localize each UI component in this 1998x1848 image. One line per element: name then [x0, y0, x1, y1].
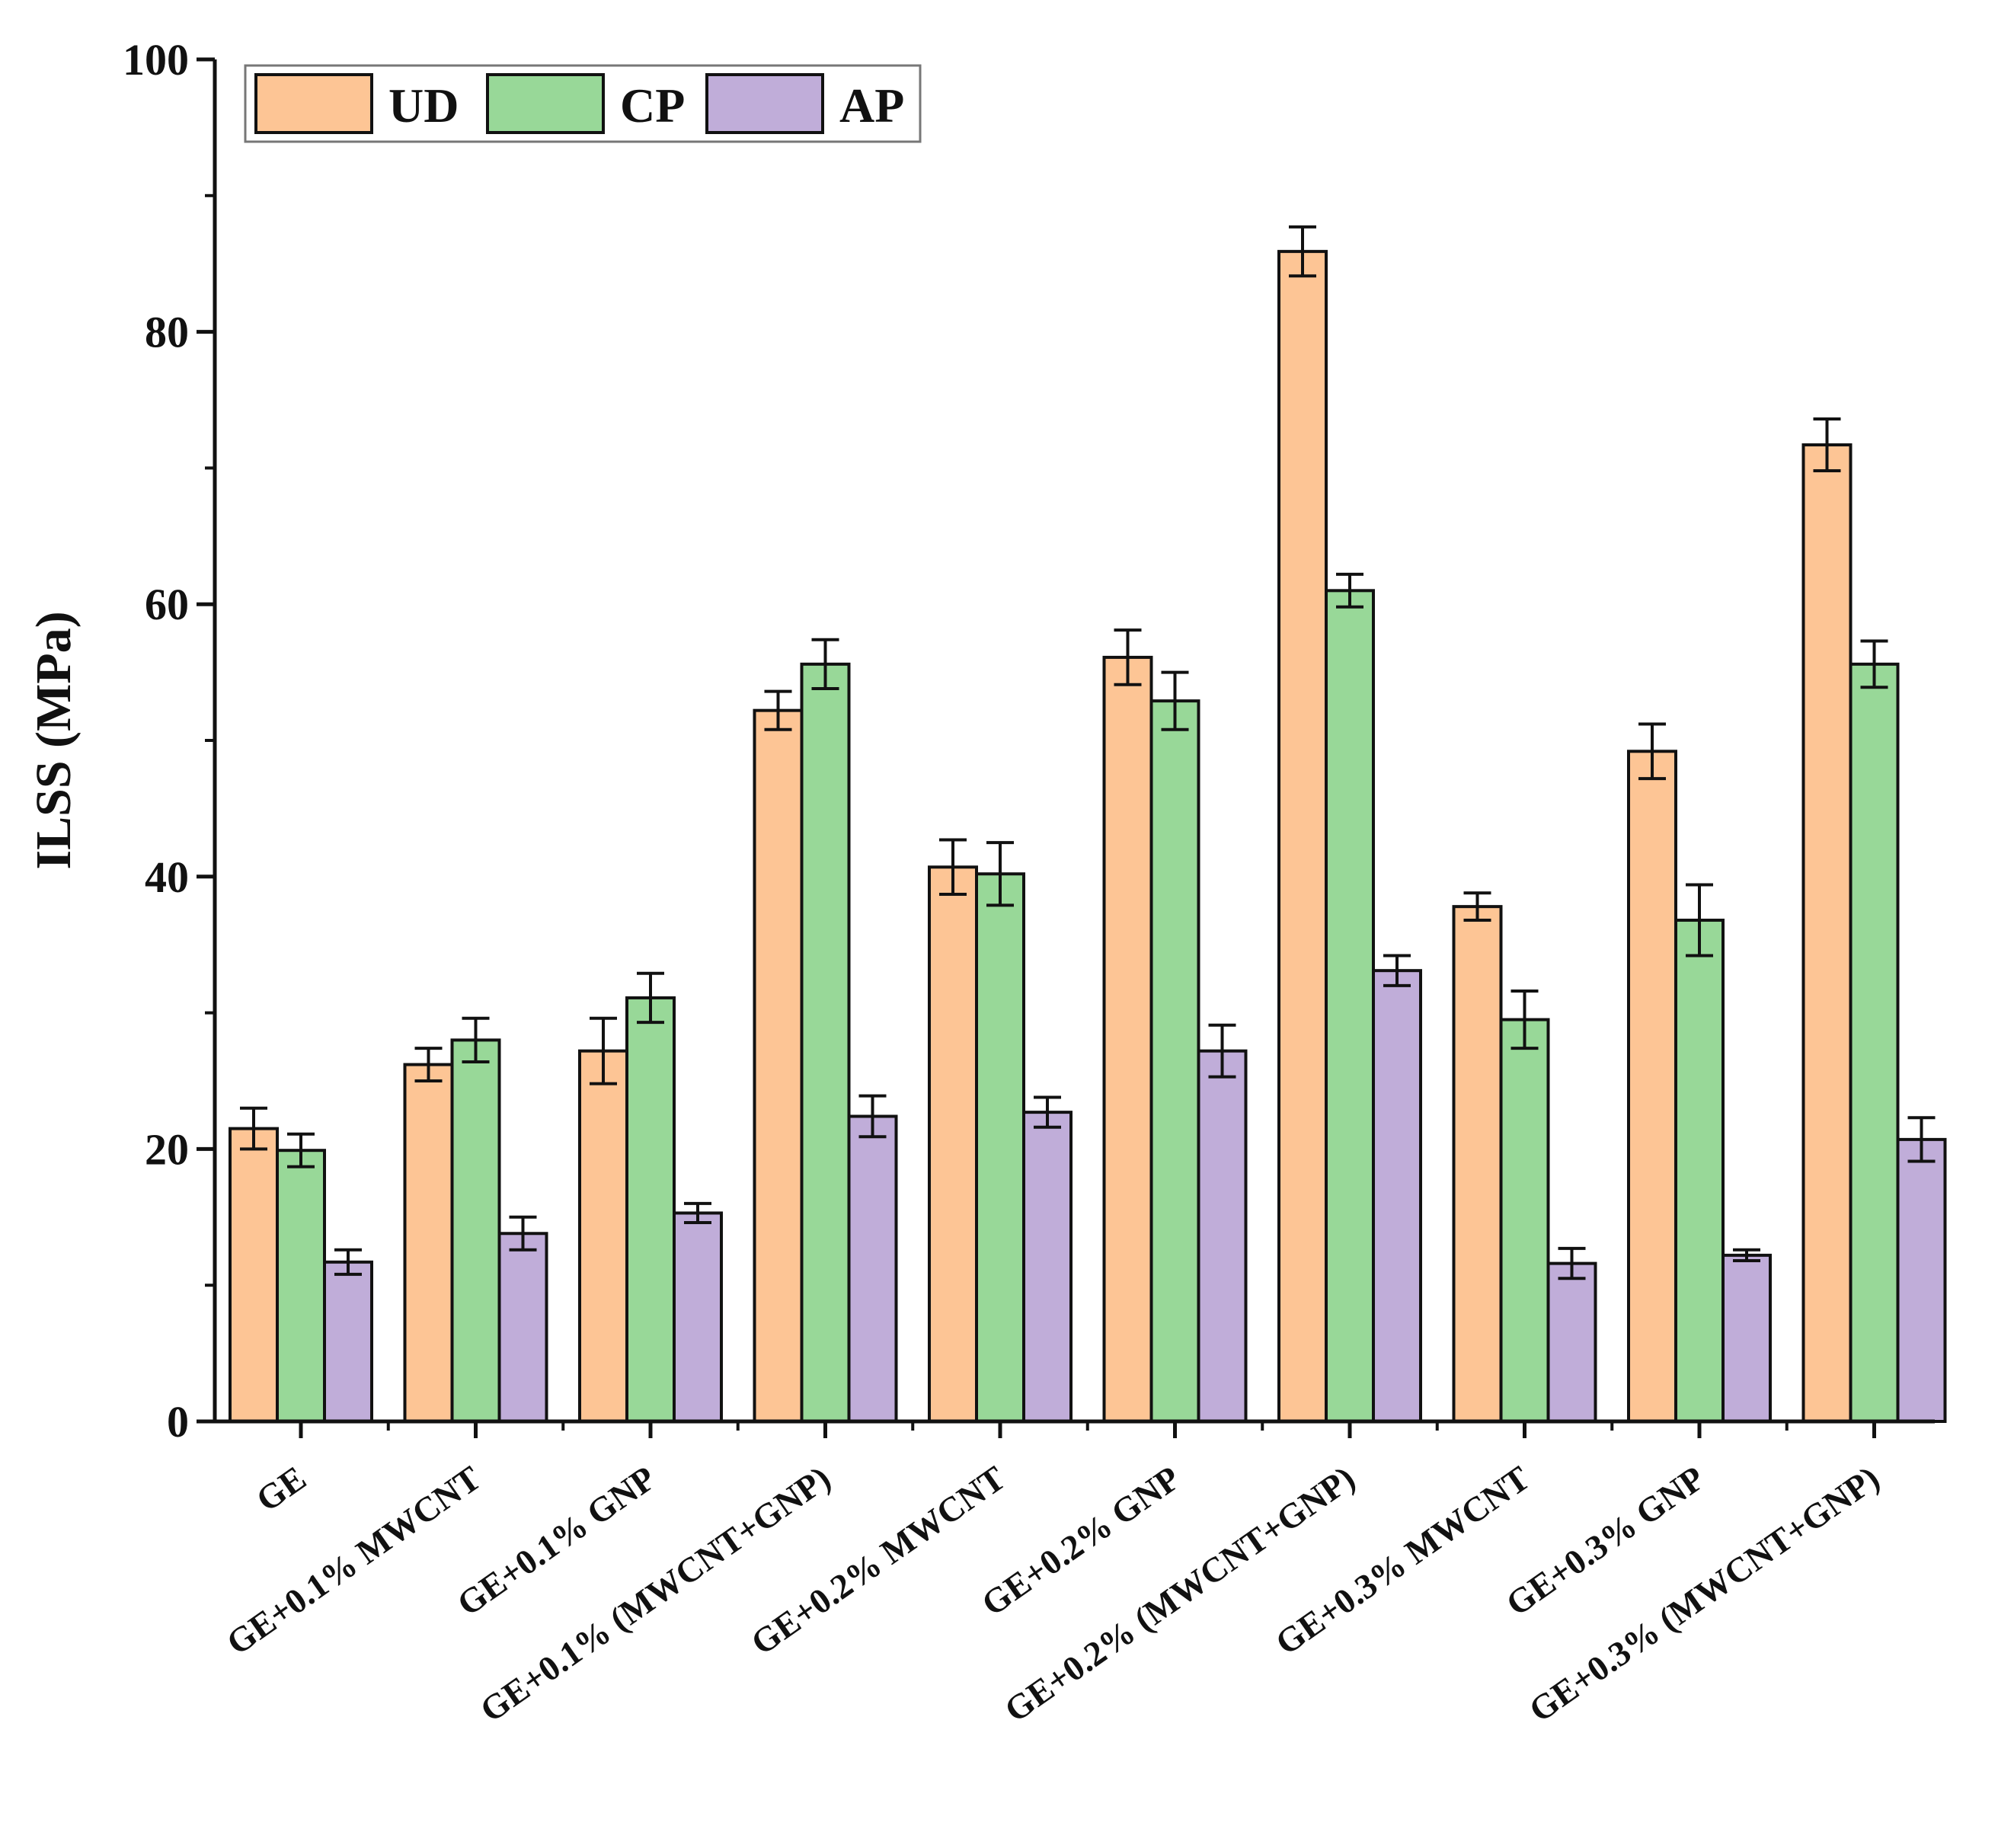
- bar-cp-ge-0-1-mwcnt-gnp: [800, 662, 851, 1423]
- y-axis-label: ILSS (MPa): [26, 611, 82, 869]
- bar-cp-ge-0-3-mwcnt: [1499, 1018, 1550, 1424]
- bar-ud-ge-0-3-gnp: [1627, 750, 1677, 1423]
- bar-cp-ge-0-1-mwcnt: [450, 1038, 501, 1423]
- bar-ud-ge: [229, 1127, 279, 1423]
- bar-cp-ge-0-3-mwcnt-gnp: [1849, 662, 1900, 1423]
- bar-cp-ge: [276, 1149, 326, 1423]
- bar-ap-ge-0-2-gnp: [1197, 1049, 1248, 1423]
- bar-ud-ge-0-1-mwcnt-gnp: [753, 708, 804, 1423]
- y-tick-label: 100: [123, 35, 189, 85]
- legend-swatch-ud: [254, 73, 373, 134]
- bar-ap-ge-0-2-mwcnt-gnp: [1372, 969, 1422, 1423]
- y-tick-label: 20: [145, 1124, 189, 1174]
- bar-ud-ge-0-3-mwcnt: [1452, 905, 1503, 1423]
- bar-cp-ge-0-2-mwcnt: [975, 872, 1025, 1423]
- bar-ap-ge-0-1-gnp: [673, 1211, 723, 1424]
- legend: UD CP AP: [244, 64, 922, 143]
- y-tick-label: 60: [145, 580, 189, 629]
- bar-ap-ge-0-2-mwcnt: [1022, 1111, 1073, 1424]
- y-tick-label: 40: [145, 852, 189, 902]
- y-tick-label: 80: [145, 308, 189, 357]
- y-tick-label: 0: [167, 1397, 189, 1447]
- bar-ap-ge-0-3-gnp: [1721, 1253, 1772, 1424]
- bar-ap-ge-0-3-mwcnt-gnp: [1896, 1137, 1947, 1424]
- bar-ud-ge-0-2-mwcnt: [928, 865, 978, 1424]
- legend-label-cp: CP: [620, 78, 685, 133]
- bar-cp-ge-0-3-gnp: [1674, 919, 1725, 1423]
- bar-ap-ge-0-1-mwcnt: [497, 1232, 548, 1423]
- y-ticks-layer: 0 20 40 60 80 100: [123, 35, 215, 1447]
- bar-cp-ge-0-1-gnp: [625, 996, 676, 1423]
- legend-label-ud: UD: [388, 78, 459, 133]
- bar-ap-ge: [323, 1260, 373, 1423]
- error-bars-layer: [240, 225, 1936, 1280]
- bar-ud-ge-0-1-gnp: [578, 1049, 628, 1423]
- bar-ap-ge-0-3-mwcnt: [1546, 1261, 1597, 1424]
- bar-ud-ge-0-1-mwcnt: [403, 1063, 454, 1423]
- bar-cp-ge-0-2-mwcnt-gnp: [1325, 589, 1375, 1424]
- legend-label-ap: AP: [839, 78, 904, 133]
- bar-ud-ge-0-2-gnp: [1102, 655, 1153, 1423]
- bar-ap-ge-0-1-mwcnt-gnp: [847, 1114, 898, 1424]
- bar-ud-ge-0-2-mwcnt-gnp: [1277, 250, 1328, 1423]
- legend-swatch-cp: [486, 73, 605, 134]
- bars-layer: [229, 250, 1947, 1424]
- legend-swatch-ap: [705, 73, 824, 134]
- bar-ud-ge-0-3-mwcnt-gnp: [1801, 443, 1853, 1423]
- bar-cp-ge-0-2-gnp: [1149, 699, 1200, 1423]
